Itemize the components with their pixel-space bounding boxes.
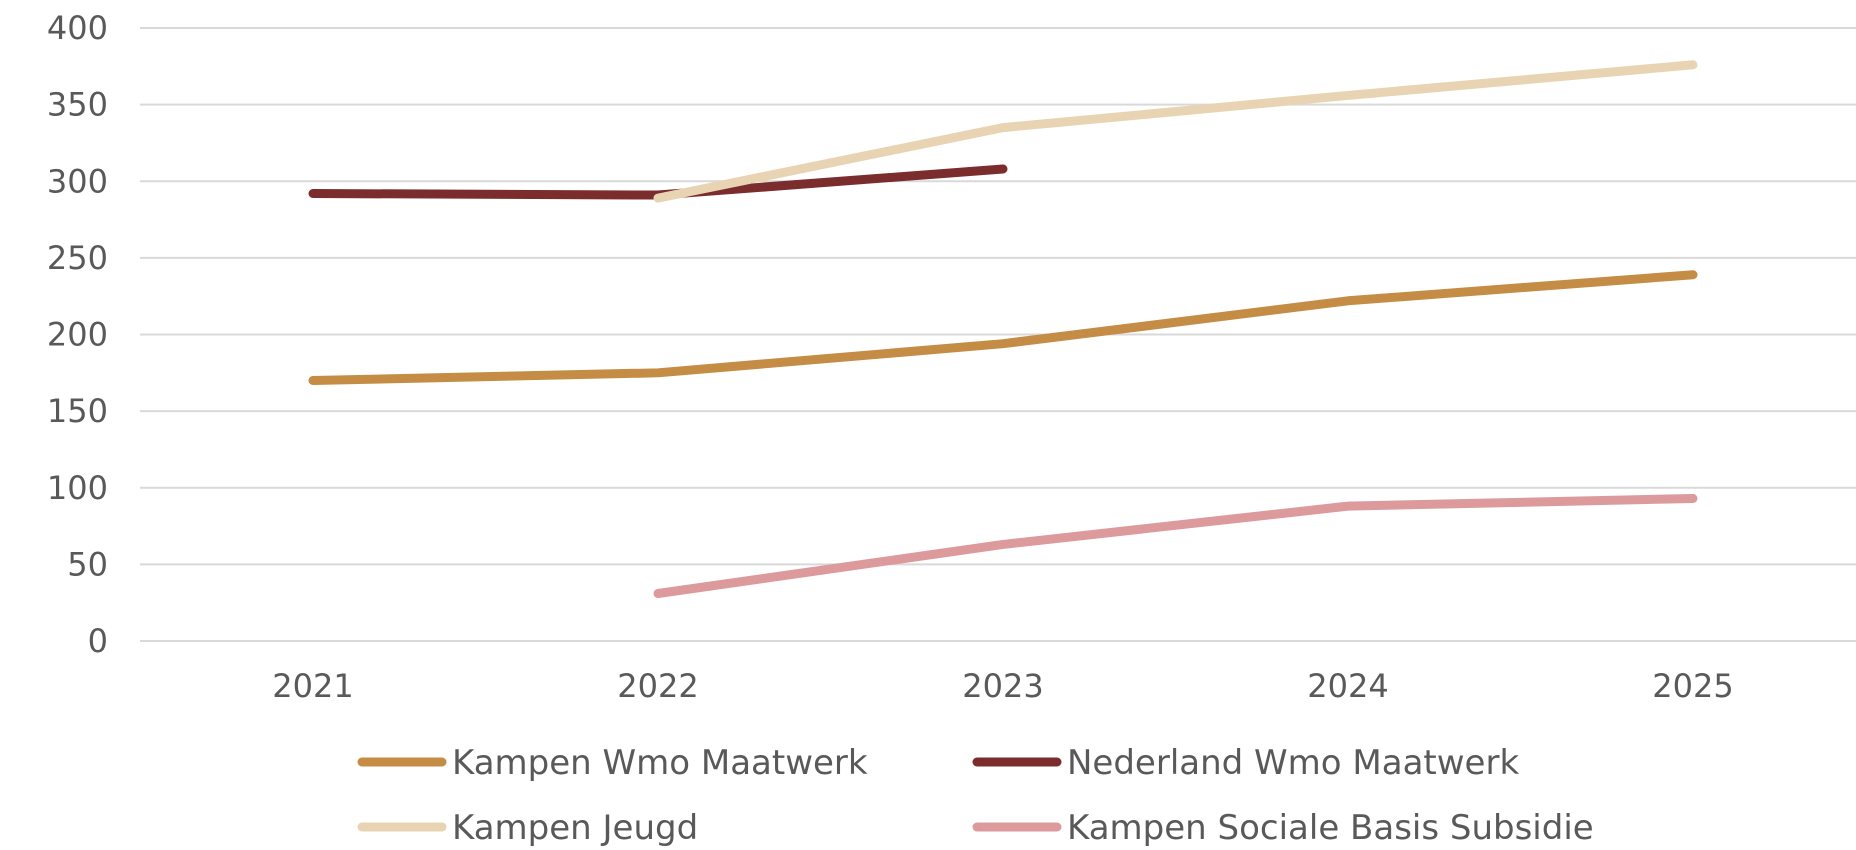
x-axis-tick-labels: 2021 2022 2023 2024 2025 (272, 667, 1733, 705)
legend-item: Kampen Jeugd (357, 808, 698, 848)
x-tick-label: 2025 (1652, 667, 1733, 705)
gridlines (140, 27, 1856, 642)
y-tick-label: 350 (47, 86, 108, 124)
legend-label: Kampen Wmo Maatwerk (452, 743, 868, 783)
legend-item: Nederland Wmo Maatwerk (972, 743, 1519, 783)
x-tick-label: 2024 (1307, 667, 1388, 705)
legend-item: Kampen Sociale Basis Subsidie (972, 808, 1594, 848)
x-tick-label: 2021 (272, 667, 353, 705)
y-tick-label: 100 (47, 469, 108, 507)
legend-item: Kampen Wmo Maatwerk (357, 743, 868, 783)
y-tick-label: 200 (47, 316, 108, 354)
y-tick-label: 0 (88, 622, 108, 660)
y-tick-label: 250 (47, 239, 108, 277)
legend-label: Nederland Wmo Maatwerk (1067, 743, 1519, 783)
y-tick-label: 300 (47, 162, 108, 200)
legend: Kampen Wmo Maatwerk Nederland Wmo Maatwer… (357, 743, 1594, 848)
legend-label: Kampen Sociale Basis Subsidie (1067, 808, 1594, 848)
y-tick-label: 50 (67, 545, 108, 583)
x-tick-label: 2023 (962, 667, 1043, 705)
y-tick-label: 400 (47, 9, 108, 47)
series-lines (308, 60, 1698, 598)
series-line-kampen-jeugd (653, 60, 1698, 203)
series-line-kampen-sociale-basis-subsidie (653, 493, 1698, 598)
y-axis-tick-labels: 0 50 100 150 200 250 300 350 400 (47, 9, 108, 660)
y-tick-label: 150 (47, 392, 108, 430)
legend-label: Kampen Jeugd (452, 808, 698, 848)
series-line-kampen-wmo-maatwerk (308, 270, 1698, 385)
x-tick-label: 2022 (617, 667, 698, 705)
